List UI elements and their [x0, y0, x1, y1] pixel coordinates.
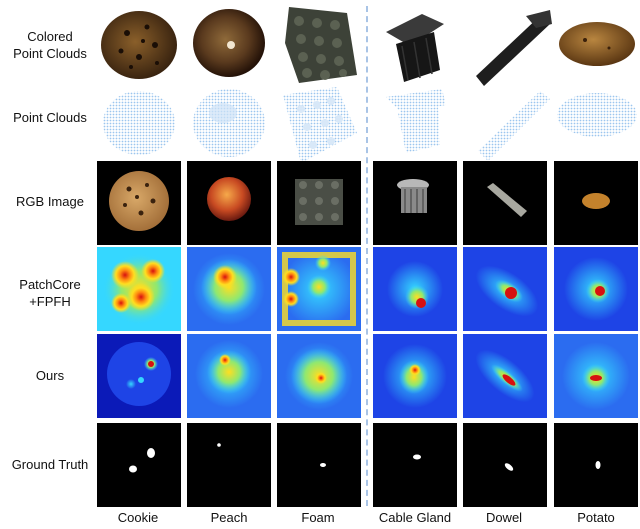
point-cloud-potato [555, 83, 639, 167]
patchcore-heatmap-peach [187, 247, 271, 331]
rgb-image-dowel [463, 161, 547, 245]
ours-heatmap-foam [277, 334, 361, 418]
left-right-divider [366, 6, 368, 506]
column-label-cookie: Cookie [117, 510, 159, 525]
ground-truth-potato [554, 423, 638, 507]
rgb-image-cable-gland [373, 161, 457, 245]
row-label-line: Point Clouds [13, 46, 87, 61]
ours-heatmap-potato [554, 334, 638, 418]
row-label-line: +FPFH [29, 294, 71, 309]
row-label-line: RGB Image [16, 194, 84, 209]
column-label-foam: Foam [301, 510, 335, 525]
colored-point-cloud-cookie [97, 5, 181, 89]
point-cloud-dowel [470, 83, 554, 167]
column-label-cable-gland: Cable Gland [378, 510, 452, 525]
row-label-patchcore-fpfh: PatchCore +FPFH [0, 276, 100, 310]
row-label-line: Point Clouds [13, 110, 87, 125]
row-label-point-clouds: Point Clouds [0, 109, 100, 126]
ground-truth-dowel [463, 423, 547, 507]
row-label-rgb-image: RGB Image [0, 193, 100, 210]
row-label-line: PatchCore [19, 277, 81, 292]
colored-point-cloud-foam [277, 3, 361, 87]
row-label-colored-point-clouds: Colored Point Clouds [0, 28, 100, 62]
patchcore-heatmap-potato [554, 247, 638, 331]
ground-truth-cable-gland [373, 423, 457, 507]
patchcore-heatmap-dowel [463, 247, 547, 331]
ours-heatmap-cable-gland [373, 334, 457, 418]
row-label-line: Ground Truth [11, 457, 89, 472]
point-cloud-peach [187, 83, 271, 167]
ground-truth-cookie [97, 423, 181, 507]
patchcore-heatmap-foam [277, 247, 361, 331]
colored-point-cloud-dowel [470, 6, 554, 90]
ours-heatmap-peach [187, 334, 271, 418]
point-cloud-cookie [97, 83, 181, 167]
column-label-potato: Potato [577, 510, 615, 525]
ground-truth-foam [277, 423, 361, 507]
column-label-peach: Peach [210, 510, 248, 525]
colored-point-cloud-cable-gland [382, 6, 466, 90]
colored-point-cloud-potato [555, 6, 639, 90]
rgb-image-foam [277, 161, 361, 245]
column-label-dowel: Dowel [485, 510, 523, 525]
row-label-line: Colored [27, 29, 73, 44]
point-cloud-cable-gland [382, 83, 466, 167]
ours-heatmap-cookie [97, 334, 181, 418]
ground-truth-peach [187, 423, 271, 507]
row-label-ground-truth: Ground Truth [0, 456, 100, 473]
rgb-image-peach [187, 161, 271, 245]
colored-point-cloud-peach [187, 5, 271, 89]
point-cloud-foam [277, 83, 361, 167]
patchcore-heatmap-cookie [97, 247, 181, 331]
rgb-image-potato [554, 161, 638, 245]
rgb-image-cookie [97, 161, 181, 245]
row-label-ours: Ours [0, 367, 100, 384]
ours-heatmap-dowel [463, 334, 547, 418]
row-label-line: Ours [35, 368, 65, 383]
patchcore-heatmap-cable-gland [373, 247, 457, 331]
